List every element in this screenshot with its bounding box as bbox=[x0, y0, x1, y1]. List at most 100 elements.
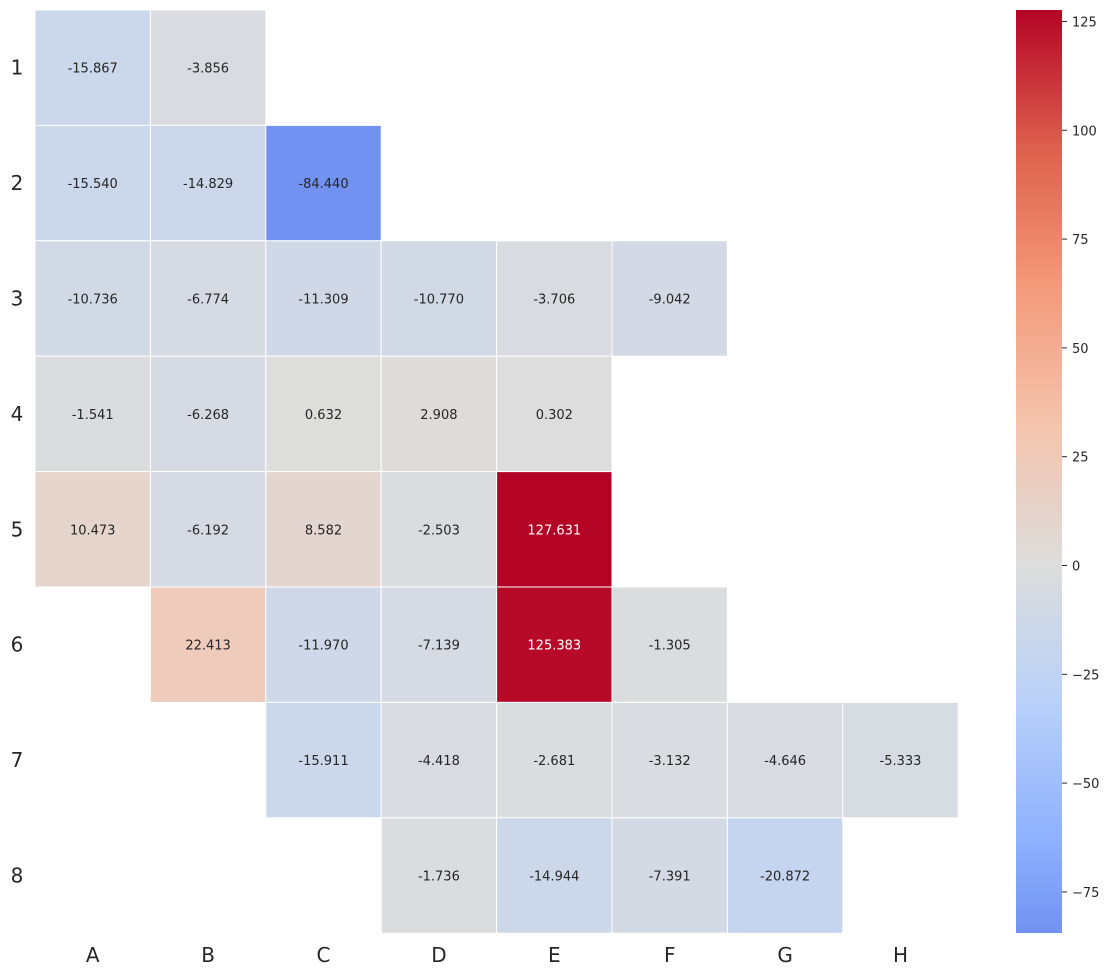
heatmap-cell-E8 bbox=[496, 817, 613, 934]
x-axis-tick-labels: A B C D E F G H bbox=[86, 943, 908, 967]
heatmap-cell-B4 bbox=[149, 355, 267, 473]
heatmap-cell-B1 bbox=[149, 9, 267, 126]
heatmap-cell-A1 bbox=[34, 9, 151, 126]
cell-value-label-E8: -14.944 bbox=[529, 870, 579, 885]
x-tick-label-B: B bbox=[201, 943, 215, 967]
colorbar-tick-label: −50 bbox=[1072, 777, 1099, 792]
cell-value-label-D8: -1.736 bbox=[418, 870, 460, 885]
heatmap-cell-E6 bbox=[496, 586, 613, 703]
heatmap-cell-A2 bbox=[34, 124, 151, 242]
cell-value-label-B3: -6.774 bbox=[187, 293, 229, 308]
colorbar-tick-label: 50 bbox=[1072, 342, 1089, 357]
heatmap-cell-E5 bbox=[496, 471, 613, 588]
cell-value-label-A3: -10.736 bbox=[68, 293, 118, 308]
y-axis-tick-labels: 1 2 3 4 5 6 7 8 bbox=[11, 56, 24, 888]
cell-value-label-D3: -10.770 bbox=[414, 293, 464, 308]
heatmap-cell-A5 bbox=[34, 471, 151, 588]
y-tick-label-3: 3 bbox=[11, 287, 24, 311]
cell-value-label-C7: -15.911 bbox=[298, 754, 348, 769]
cell-value-label-F8: -7.391 bbox=[649, 870, 691, 885]
colorbar-tick-label: 25 bbox=[1072, 451, 1089, 466]
x-tick-label-F: F bbox=[664, 943, 676, 967]
cell-value-label-D6: -7.139 bbox=[418, 639, 460, 654]
cell-value-label-G7: -4.646 bbox=[764, 754, 806, 769]
heatmap-cell-B2 bbox=[149, 124, 267, 242]
x-tick-label-A: A bbox=[86, 943, 100, 967]
cell-value-label-G8: -20.872 bbox=[760, 870, 810, 885]
colorbar-tick-label: 125 bbox=[1072, 15, 1097, 30]
heatmap-cell-C3 bbox=[265, 240, 382, 357]
cell-value-label-E7: -2.681 bbox=[533, 754, 575, 769]
cell-value-label-D5: -2.503 bbox=[418, 523, 460, 538]
heatmap-cell-F6 bbox=[611, 586, 728, 703]
x-tick-label-D: D bbox=[431, 943, 446, 967]
colorbar-tick-label: −75 bbox=[1072, 886, 1099, 901]
heatmap-cell-C4 bbox=[265, 355, 382, 473]
cell-value-label-F7: -3.132 bbox=[649, 754, 691, 769]
heatmap-cell-E3 bbox=[496, 240, 613, 357]
cell-value-label-F6: -1.305 bbox=[649, 639, 691, 654]
x-tick-label-H: H bbox=[893, 943, 908, 967]
cell-value-label-E6: 125.383 bbox=[527, 639, 581, 654]
heatmap-cell-E4 bbox=[496, 355, 613, 473]
cell-value-label-A1: -15.867 bbox=[68, 62, 118, 77]
cell-value-label-C3: -11.309 bbox=[298, 293, 348, 308]
cell-value-labels: -15.867 -3.856 -15.540 -14.829 -84.440 -10.73… bbox=[68, 62, 922, 885]
heatmap-cell-G8 bbox=[726, 817, 844, 934]
cell-value-label-B6: 22.413 bbox=[185, 639, 231, 654]
x-tick-label-G: G bbox=[777, 943, 793, 967]
heatmap-cell-D4 bbox=[380, 355, 498, 473]
heatmap-cell-F8 bbox=[611, 817, 728, 934]
y-tick-label-4: 4 bbox=[11, 402, 24, 426]
cell-value-label-E5: 127.631 bbox=[527, 523, 581, 538]
cell-value-label-C4: 0.632 bbox=[305, 408, 342, 423]
heatmap-cell-H7 bbox=[842, 701, 959, 819]
cell-value-label-A4: -1.541 bbox=[72, 408, 114, 423]
heatmap-cell-C2 bbox=[265, 124, 382, 242]
heatmap-cell-C7 bbox=[265, 701, 382, 819]
y-tick-label-8: 8 bbox=[11, 864, 24, 888]
colorbar: 125 100 75 50 25 0 −25 −50 −75 bbox=[1016, 10, 1099, 933]
y-tick-label-6: 6 bbox=[11, 633, 24, 657]
heatmap-cell-A4 bbox=[34, 355, 151, 473]
cell-value-label-C2: -84.440 bbox=[298, 177, 348, 192]
cell-value-label-D4: 2.908 bbox=[420, 408, 457, 423]
heatmap-cell-A3 bbox=[34, 240, 151, 357]
heatmap-cell-C6 bbox=[265, 586, 382, 703]
cell-value-label-A5: 10.473 bbox=[70, 523, 116, 538]
heatmap-cell-B5 bbox=[149, 471, 267, 588]
cell-value-label-B1: -3.856 bbox=[187, 62, 229, 77]
x-tick-label-E: E bbox=[548, 943, 561, 967]
heatmap-cell-F3 bbox=[611, 240, 728, 357]
colorbar-tick-label: −25 bbox=[1072, 668, 1099, 683]
cell-value-label-D7: -4.418 bbox=[418, 754, 460, 769]
heatmap-cell-G7 bbox=[726, 701, 844, 819]
heatmap-cell-D5 bbox=[380, 471, 498, 588]
colorbar-tick-label: 100 bbox=[1072, 124, 1097, 139]
cell-value-label-B5: -6.192 bbox=[187, 523, 229, 538]
y-tick-label-2: 2 bbox=[11, 171, 24, 195]
cell-value-label-F3: -9.042 bbox=[649, 293, 691, 308]
y-tick-label-5: 5 bbox=[11, 517, 24, 541]
heatmap-cell-B6 bbox=[149, 586, 267, 703]
cell-value-label-E3: -3.706 bbox=[533, 293, 575, 308]
cell-value-label-H7: -5.333 bbox=[880, 754, 922, 769]
y-tick-label-1: 1 bbox=[11, 56, 24, 80]
y-tick-label-7: 7 bbox=[11, 748, 24, 772]
x-tick-label-C: C bbox=[317, 943, 331, 967]
colorbar-tick-label: 0 bbox=[1072, 559, 1080, 574]
heatmap-cells bbox=[34, 9, 959, 934]
cell-value-label-E4: 0.302 bbox=[536, 408, 573, 423]
colorbar-gradient bbox=[1016, 10, 1062, 933]
heatmap-cell-D7 bbox=[380, 701, 498, 819]
colorbar-tick-label: 75 bbox=[1072, 233, 1089, 248]
cell-value-label-B2: -14.829 bbox=[183, 177, 233, 192]
cell-value-label-C6: -11.970 bbox=[298, 639, 348, 654]
cell-value-label-A2: -15.540 bbox=[68, 177, 118, 192]
heatmap-cell-C5 bbox=[265, 471, 382, 588]
cell-value-label-B4: -6.268 bbox=[187, 408, 229, 423]
cell-value-label-C5: 8.582 bbox=[305, 523, 342, 538]
heatmap-cell-E7 bbox=[496, 701, 613, 819]
